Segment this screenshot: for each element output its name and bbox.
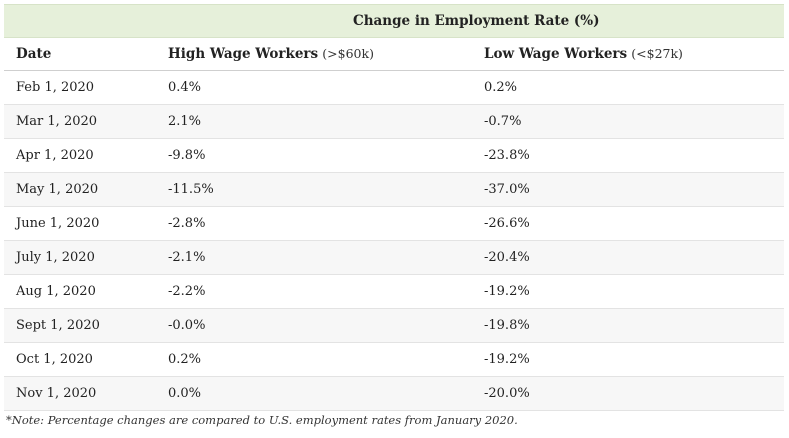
cell-high-wage: -0.0% <box>168 318 206 333</box>
cell-date: Sept 1, 2020 <box>16 318 100 333</box>
banner-title: Change in Employment Rate (%) <box>353 13 600 29</box>
cell-high-wage: -2.1% <box>168 250 206 265</box>
table-row: July 1, 2020 -2.1% -20.4% <box>4 241 784 275</box>
table-row: Apr 1, 2020 -9.8% -23.8% <box>4 139 784 173</box>
cell-high-wage: 0.2% <box>168 352 202 367</box>
table-row: Nov 1, 2020 0.0% -20.0% <box>4 377 784 411</box>
cell-date: Oct 1, 2020 <box>16 352 93 367</box>
cell-date: Apr 1, 2020 <box>16 148 94 163</box>
cell-low-wage: -19.2% <box>484 284 530 299</box>
table-row: Mar 1, 2020 2.1% -0.7% <box>4 105 784 139</box>
cell-low-wage: -0.7% <box>484 114 522 129</box>
table-row: Aug 1, 2020 -2.2% -19.2% <box>4 275 784 309</box>
cell-low-wage: -19.2% <box>484 352 530 367</box>
table-row: May 1, 2020 -11.5% -37.0% <box>4 173 784 207</box>
cell-high-wage: 0.4% <box>168 80 202 95</box>
cell-date: June 1, 2020 <box>16 216 100 231</box>
cell-high-wage: 2.1% <box>168 114 202 129</box>
cell-low-wage: -37.0% <box>484 182 530 197</box>
cell-high-wage: -9.8% <box>168 148 206 163</box>
cell-date: Aug 1, 2020 <box>16 284 96 299</box>
cell-date: Nov 1, 2020 <box>16 386 97 401</box>
table-header-row: Date High Wage Workers (>$60k) Low Wage … <box>4 38 784 71</box>
header-low-wage: Low Wage Workers (<$27k) <box>472 46 784 62</box>
cell-date: Feb 1, 2020 <box>16 80 95 95</box>
footnote: *Note: Percentage changes are compared t… <box>6 413 518 427</box>
cell-low-wage: -19.8% <box>484 318 530 333</box>
table-row: Feb 1, 2020 0.4% 0.2% <box>4 71 784 105</box>
cell-high-wage: -2.8% <box>168 216 206 231</box>
cell-low-wage: -20.0% <box>484 386 530 401</box>
header-low-wage-label: Low Wage Workers <box>484 46 628 62</box>
cell-low-wage: -23.8% <box>484 148 530 163</box>
cell-high-wage: 0.0% <box>168 386 202 401</box>
cell-high-wage: -2.2% <box>168 284 206 299</box>
header-low-wage-range: (<$27k) <box>631 46 683 61</box>
table-row: June 1, 2020 -2.8% -26.6% <box>4 207 784 241</box>
employment-table: Change in Employment Rate (%) Date High … <box>4 4 784 411</box>
cell-date: July 1, 2020 <box>16 250 95 265</box>
cell-low-wage: 0.2% <box>484 80 518 95</box>
header-high-wage-range: (>$60k) <box>322 46 374 61</box>
cell-date: Mar 1, 2020 <box>16 114 98 129</box>
cell-low-wage: -26.6% <box>484 216 530 231</box>
cell-date: May 1, 2020 <box>16 182 99 197</box>
header-date: Date <box>16 46 52 62</box>
table-row: Oct 1, 2020 0.2% -19.2% <box>4 343 784 377</box>
cell-high-wage: -11.5% <box>168 182 214 197</box>
table-row: Sept 1, 2020 -0.0% -19.8% <box>4 309 784 343</box>
header-high-wage-label: High Wage Workers <box>168 46 319 62</box>
table-banner: Change in Employment Rate (%) <box>4 4 784 38</box>
cell-low-wage: -20.4% <box>484 250 530 265</box>
header-high-wage: High Wage Workers (>$60k) <box>156 46 472 62</box>
